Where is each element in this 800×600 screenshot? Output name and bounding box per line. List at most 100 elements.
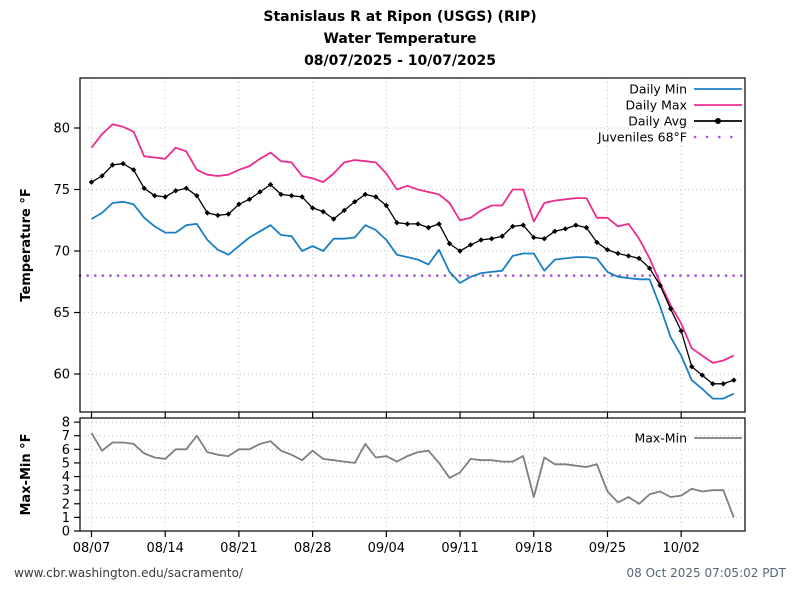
y-tick-label: 3 [62,484,70,499]
avg-marker [109,162,116,168]
x-tick-label: 09/18 [515,541,552,556]
y-tick-label: 75 [53,183,70,198]
avg-marker [130,167,137,173]
avg-marker [288,192,295,199]
y-tick-label: 2 [62,497,70,512]
avg-marker [478,237,484,243]
avg-marker [667,306,674,312]
avg-marker [436,221,442,227]
y-axis-title: Temperature °F [19,188,34,301]
avg-marker [404,221,411,227]
y-axis-title: Max-Min °F [19,433,34,515]
avg-marker [552,228,558,235]
avg-marker [604,247,611,253]
avg-marker [689,363,695,370]
legend-label: Daily Min [629,82,687,97]
avg-marker [573,222,579,228]
x-tick-label: 09/25 [589,541,626,556]
avg-marker [309,205,316,211]
avg-marker [299,194,305,200]
avg-marker [720,381,726,387]
avg-marker [162,194,168,200]
y-tick-label: 0 [62,525,70,540]
x-tick-label: 09/11 [441,541,478,556]
y-tick-label: 1 [62,511,70,526]
avg-marker [204,210,211,216]
avg-marker [88,179,95,185]
avg-marker [246,196,253,203]
avg-marker [362,191,368,198]
avg-marker [457,248,463,254]
avg-marker [731,377,737,383]
avg-marker [415,221,421,227]
avg-marker [99,173,105,179]
avg-marker [583,224,590,231]
x-tick-label: 08/07 [73,541,110,556]
avg-marker [257,189,263,195]
avg-marker [467,242,474,248]
legend-avg-marker [715,118,721,124]
legend-label: Juveniles 68°F [597,130,687,145]
avg-marker [594,239,600,246]
y-tick-label: 5 [62,456,70,471]
chart-subtitle: Water Temperature [323,31,477,47]
avg-marker [657,282,663,289]
avg-marker [520,222,526,228]
avg-marker [330,216,337,222]
legend-label: Daily Max [626,98,687,113]
avg-marker [562,226,569,232]
avg-marker [636,255,642,262]
avg-marker [425,224,432,231]
footer-url: www.cbr.washington.edu/sacramento/ [14,566,243,580]
y-tick-label: 70 [53,245,70,260]
series-daily-max [90,123,735,364]
avg-marker [446,240,453,247]
avg-marker [699,372,705,378]
x-tick-label: 08/21 [220,541,257,556]
avg-marker [141,185,147,191]
footer-timestamp: 08 Oct 2025 07:05:02 PDT [626,566,786,580]
x-tick-label: 09/04 [368,541,405,556]
series-max-min [90,432,735,518]
y-tick-label: 7 [62,429,70,444]
avg-marker [194,192,200,199]
avg-marker [373,194,379,200]
title-block: Stanislaus R at Ripon (USGS) (RIP) Water… [0,6,800,72]
chart-title: Stanislaus R at Ripon (USGS) (RIP) [263,9,537,25]
series-daily-avg [91,163,735,385]
y-tick-label: 6 [62,443,70,458]
legend: Max-Min [634,431,742,446]
avg-marker [615,250,621,257]
legend-label: Daily Avg [628,114,687,129]
legend-label: Max-Min [634,431,687,446]
plot-border [79,417,746,532]
avg-marker [488,236,495,242]
y-tick-label: 60 [53,368,70,383]
avg-marker [278,191,284,198]
x-tick-label: 08/14 [146,541,183,556]
avg-marker [383,202,390,209]
series-daily-min [91,200,735,400]
avg-marker [173,188,179,194]
avg-marker [341,207,347,214]
y-tick-label: 4 [62,470,70,485]
x-tick-label: 08/28 [294,541,331,556]
avg-marker [541,236,547,242]
chart-date-range: 08/07/2025 - 10/07/2025 [304,53,496,69]
avg-marker [225,211,232,217]
avg-marker [531,234,537,241]
plot-border [79,77,746,413]
avg-marker [499,233,505,239]
y-tick-label: 80 [53,122,70,137]
avg-marker [710,381,716,387]
avg-marker [394,220,400,226]
avg-marker [646,265,653,271]
avg-marker [625,253,632,259]
y-tick-label: 65 [53,306,70,321]
avg-marker [352,199,358,205]
y-tick-label: 8 [62,416,70,431]
